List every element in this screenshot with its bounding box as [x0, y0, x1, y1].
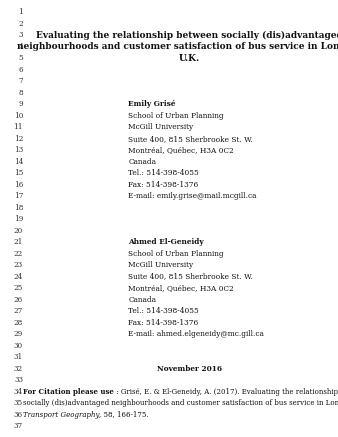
Text: Tel.: 514-398-4055: Tel.: 514-398-4055 — [128, 169, 199, 177]
Text: School of Urban Planning: School of Urban Planning — [128, 112, 224, 120]
Text: 30: 30 — [14, 342, 23, 350]
Text: 7: 7 — [18, 77, 23, 85]
Text: 32: 32 — [14, 364, 23, 373]
Text: For Citation please use: For Citation please use — [23, 388, 114, 395]
Text: 9: 9 — [18, 100, 23, 108]
Text: 24: 24 — [14, 273, 23, 281]
Text: Montréal, Québec, H3A 0C2: Montréal, Québec, H3A 0C2 — [128, 284, 234, 292]
Text: Suite 400, 815 Sherbrooke St. W.: Suite 400, 815 Sherbrooke St. W. — [128, 273, 253, 281]
Text: 11: 11 — [14, 123, 23, 131]
Text: 16: 16 — [14, 180, 23, 189]
Text: 21: 21 — [14, 238, 23, 246]
Text: 15: 15 — [14, 169, 23, 177]
Text: E-mail: emily.grise@mail.mcgill.ca: E-mail: emily.grise@mail.mcgill.ca — [128, 192, 257, 200]
Text: 20: 20 — [14, 227, 23, 235]
Text: : Grisé, E. & El-Geneidy, A. (2017). Evaluating the relationship between: : Grisé, E. & El-Geneidy, A. (2017). Eva… — [114, 388, 338, 395]
Text: 6: 6 — [18, 66, 23, 74]
Text: McGill University: McGill University — [128, 261, 194, 269]
Text: 23: 23 — [14, 261, 23, 269]
Text: 13: 13 — [14, 146, 23, 154]
Text: Ahmed El-Geneidy: Ahmed El-Geneidy — [128, 238, 204, 246]
Text: 29: 29 — [14, 330, 23, 338]
Text: Canada: Canada — [128, 295, 156, 304]
Text: 27: 27 — [14, 307, 23, 315]
Text: E-mail: ahmed.elgeneidy@mc.gill.ca: E-mail: ahmed.elgeneidy@mc.gill.ca — [128, 330, 264, 338]
Text: 10: 10 — [14, 112, 23, 120]
Text: 17: 17 — [14, 192, 23, 200]
Text: Canada: Canada — [128, 158, 156, 166]
Text: Fax: 514-398-1376: Fax: 514-398-1376 — [128, 180, 199, 189]
Text: McGill University: McGill University — [128, 123, 194, 131]
Text: Emily Grisé: Emily Grisé — [128, 100, 176, 108]
Text: 3: 3 — [19, 31, 23, 39]
Text: Tel.: 514-398-4055: Tel.: 514-398-4055 — [128, 307, 199, 315]
Text: 5: 5 — [18, 54, 23, 62]
Text: 25: 25 — [14, 284, 23, 292]
Text: 19: 19 — [14, 215, 23, 223]
Text: 28: 28 — [14, 319, 23, 326]
Text: 36: 36 — [14, 411, 23, 419]
Text: U.K.: U.K. — [179, 54, 200, 63]
Text: 26: 26 — [14, 295, 23, 304]
Text: Suite 400, 815 Sherbrooke St. W.: Suite 400, 815 Sherbrooke St. W. — [128, 135, 253, 143]
Text: November 2016: November 2016 — [157, 364, 222, 373]
Text: 14: 14 — [14, 158, 23, 166]
Text: 37: 37 — [14, 422, 23, 430]
Text: 22: 22 — [14, 250, 23, 258]
Text: 31: 31 — [14, 353, 23, 361]
Text: 12: 12 — [14, 135, 23, 143]
Text: 1: 1 — [18, 8, 23, 16]
Text: Evaluating the relationship between socially (dis)advantaged: Evaluating the relationship between soci… — [36, 31, 338, 40]
Text: 18: 18 — [14, 204, 23, 212]
Text: socially (dis)advantaged neighbourhoods and customer satisfaction of bus service: socially (dis)advantaged neighbourhoods … — [23, 399, 338, 407]
Text: 33: 33 — [14, 376, 23, 384]
Text: 2: 2 — [18, 20, 23, 28]
Text: School of Urban Planning: School of Urban Planning — [128, 250, 224, 258]
Text: 35: 35 — [14, 399, 23, 407]
Text: Fax: 514-398-1376: Fax: 514-398-1376 — [128, 319, 199, 326]
Text: 8: 8 — [18, 89, 23, 97]
Text: 34: 34 — [14, 388, 23, 395]
Text: , 58, 166-175.: , 58, 166-175. — [99, 411, 149, 419]
Text: 4: 4 — [18, 43, 23, 51]
Text: Transport Geography: Transport Geography — [23, 411, 99, 419]
Text: neighbourhoods and customer satisfaction of bus service in London,: neighbourhoods and customer satisfaction… — [17, 42, 338, 51]
Text: Montréal, Québec, H3A 0C2: Montréal, Québec, H3A 0C2 — [128, 146, 234, 154]
